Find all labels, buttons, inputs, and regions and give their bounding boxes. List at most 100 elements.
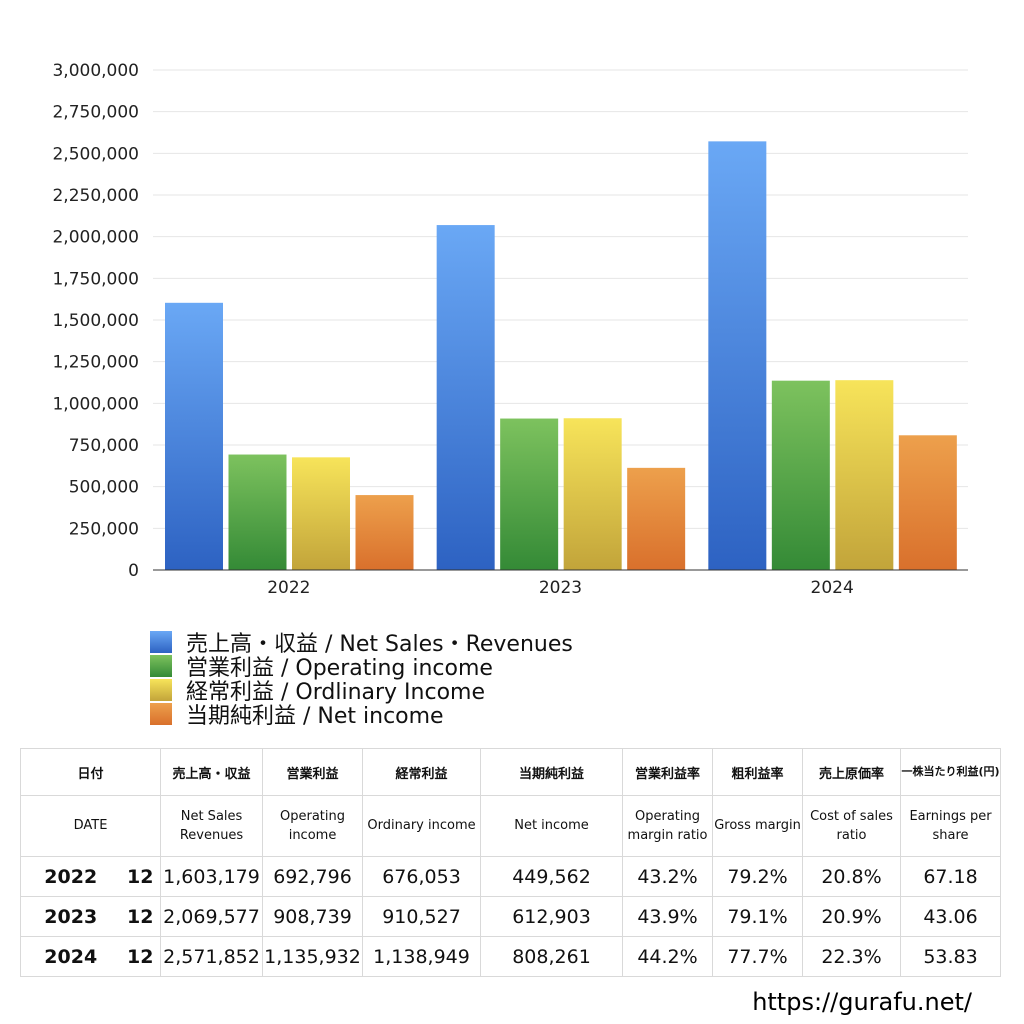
y-tick-label: 500,000 bbox=[69, 478, 139, 498]
legend-swatch-operating bbox=[150, 655, 172, 677]
cell-eps: 43.06 bbox=[900, 896, 1002, 937]
y-tick-label: 750,000 bbox=[69, 436, 139, 456]
cell-gross-margin: 79.2% bbox=[712, 856, 804, 897]
table-header-jp-row: 日付 売上高・収益 営業利益 経常利益 当期純利益 営業利益率 粗利益率 売上原… bbox=[19, 748, 1002, 796]
header-jp-date: 日付 bbox=[19, 748, 162, 796]
y-axis-ticks: 0 250,000 500,000 750,000 1,000,000 1,250,000… bbox=[52, 61, 139, 581]
legend-item-ordinary: 経常利益 / Ordlinary Income bbox=[150, 678, 573, 705]
bar-2023-series-3 bbox=[627, 467, 686, 570]
bar-2023-series-0 bbox=[436, 225, 495, 570]
bar-2022-series-2 bbox=[292, 457, 350, 570]
header-jp-sales: 売上高・収益 bbox=[160, 748, 264, 796]
cell-net: 808,261 bbox=[480, 936, 624, 977]
cell-sales: 2,069,577 bbox=[160, 896, 264, 937]
cell-op-margin: 43.9% bbox=[622, 896, 714, 937]
header-en-operating: Operating income bbox=[262, 795, 364, 857]
x-tick-label: 2024 bbox=[811, 578, 854, 598]
chart-legend: 売上高・収益 / Net Sales・Revenues 営業利益 / Opera… bbox=[150, 630, 573, 729]
y-tick-label: 3,000,000 bbox=[52, 61, 139, 81]
cell-cost-ratio: 20.9% bbox=[802, 896, 902, 937]
source-url[interactable]: https://gurafu.net/ bbox=[752, 988, 972, 1016]
cell-year: 2024 bbox=[20, 936, 121, 977]
y-tick-label: 1,000,000 bbox=[52, 394, 139, 414]
x-tick-label: 2023 bbox=[539, 578, 582, 598]
bar-chart: 0 250,000 500,000 750,000 1,000,000 1,250,000… bbox=[52, 61, 968, 598]
legend-label-sales: 売上高・収益 / Net Sales・Revenues bbox=[186, 632, 573, 657]
header-en-gross-margin: Gross margin bbox=[712, 795, 804, 857]
cell-operating: 692,796 bbox=[262, 856, 364, 897]
y-tick-label: 2,500,000 bbox=[52, 144, 139, 164]
header-jp-gross-margin: 粗利益率 bbox=[712, 748, 804, 796]
bar-2022-series-3 bbox=[355, 495, 414, 570]
header-jp-cost-ratio: 売上原価率 bbox=[802, 748, 902, 796]
y-tick-label: 1,500,000 bbox=[52, 311, 139, 331]
header-en-cost-ratio: Cost of sales ratio bbox=[802, 795, 902, 857]
y-tick-label: 1,250,000 bbox=[52, 353, 139, 373]
cell-eps: 53.83 bbox=[900, 936, 1002, 977]
legend-label-operating: 営業利益 / Operating income bbox=[186, 656, 493, 681]
header-jp-net: 当期純利益 bbox=[480, 748, 624, 796]
cell-sales: 1,603,179 bbox=[160, 856, 264, 897]
cell-cost-ratio: 22.3% bbox=[802, 936, 902, 977]
bar-2022-series-1 bbox=[228, 454, 287, 570]
cell-year: 2023 bbox=[20, 896, 121, 937]
cell-ordinary: 1,138,949 bbox=[362, 936, 482, 977]
grid-lines bbox=[153, 69, 968, 529]
cell-net: 612,903 bbox=[480, 896, 624, 937]
legend-swatch-sales bbox=[150, 631, 172, 653]
y-tick-label: 0 bbox=[128, 561, 139, 581]
x-tick-label: 2022 bbox=[267, 578, 310, 598]
legend-label-net: 当期純利益 / Net income bbox=[186, 704, 444, 729]
y-tick-label: 1,750,000 bbox=[52, 269, 139, 289]
table-row: 2023 12 2,069,577 908,739 910,527 612,90… bbox=[20, 896, 1002, 937]
header-en-ordinary: Ordinary income bbox=[362, 795, 482, 857]
x-axis-ticks: 2022 2023 2024 bbox=[267, 578, 854, 598]
bar-2023-series-1 bbox=[500, 418, 559, 570]
legend-swatch-net bbox=[150, 703, 172, 725]
cell-cost-ratio: 20.8% bbox=[802, 856, 902, 897]
cell-month: 12 bbox=[120, 936, 162, 977]
y-tick-label: 2,750,000 bbox=[52, 103, 139, 123]
legend-label-ordinary: 経常利益 / Ordlinary Income bbox=[186, 680, 485, 705]
cell-net: 449,562 bbox=[480, 856, 624, 897]
bars bbox=[165, 141, 957, 570]
legend-item-sales: 売上高・収益 / Net Sales・Revenues bbox=[150, 630, 573, 657]
cell-op-margin: 43.2% bbox=[622, 856, 714, 897]
y-tick-label: 2,000,000 bbox=[52, 228, 139, 248]
cell-ordinary: 910,527 bbox=[362, 896, 482, 937]
legend-swatch-ordinary bbox=[150, 679, 172, 701]
bar-2023-series-2 bbox=[563, 418, 622, 570]
table-row: 2022 12 1,603,179 692,796 676,053 449,56… bbox=[20, 856, 1002, 897]
bar-2024-series-0 bbox=[708, 141, 767, 570]
bar-2022-series-0 bbox=[165, 302, 223, 570]
y-tick-label: 250,000 bbox=[69, 519, 139, 539]
header-jp-eps: 一株当たり利益(円) bbox=[900, 748, 1002, 796]
header-jp-operating: 営業利益 bbox=[262, 748, 364, 796]
cell-year: 2022 bbox=[20, 856, 121, 897]
header-en-date: DATE bbox=[19, 795, 162, 857]
header-jp-ordinary: 経常利益 bbox=[362, 748, 482, 796]
header-en-eps: Earnings per share bbox=[900, 795, 1002, 857]
cell-gross-margin: 77.7% bbox=[712, 936, 804, 977]
cell-gross-margin: 79.1% bbox=[712, 896, 804, 937]
cell-ordinary: 676,053 bbox=[362, 856, 482, 897]
cell-eps: 67.18 bbox=[900, 856, 1002, 897]
financial-summary-table: 日付 売上高・収益 営業利益 経常利益 当期純利益 営業利益率 粗利益率 売上原… bbox=[19, 748, 1002, 977]
cell-sales: 2,571,852 bbox=[160, 936, 264, 977]
table-row: 2024 12 2,571,852 1,135,932 1,138,949 80… bbox=[20, 936, 1002, 977]
header-jp-op-margin: 営業利益率 bbox=[622, 748, 714, 796]
legend-item-operating: 営業利益 / Operating income bbox=[150, 654, 573, 681]
header-en-net: Net income bbox=[480, 795, 624, 857]
cell-operating: 908,739 bbox=[262, 896, 364, 937]
cell-month: 12 bbox=[120, 856, 162, 897]
cell-op-margin: 44.2% bbox=[622, 936, 714, 977]
y-tick-label: 2,250,000 bbox=[52, 186, 139, 206]
bar-2024-series-1 bbox=[771, 380, 830, 570]
header-en-op-margin: Operating margin ratio bbox=[622, 795, 714, 857]
cell-operating: 1,135,932 bbox=[262, 936, 364, 977]
cell-month: 12 bbox=[120, 896, 162, 937]
bar-2024-series-2 bbox=[835, 380, 894, 570]
bar-2024-series-3 bbox=[898, 435, 957, 570]
legend-item-net: 当期純利益 / Net income bbox=[150, 702, 573, 729]
table-header-en-row: DATE Net Sales Revenues Operating income… bbox=[19, 795, 1002, 857]
